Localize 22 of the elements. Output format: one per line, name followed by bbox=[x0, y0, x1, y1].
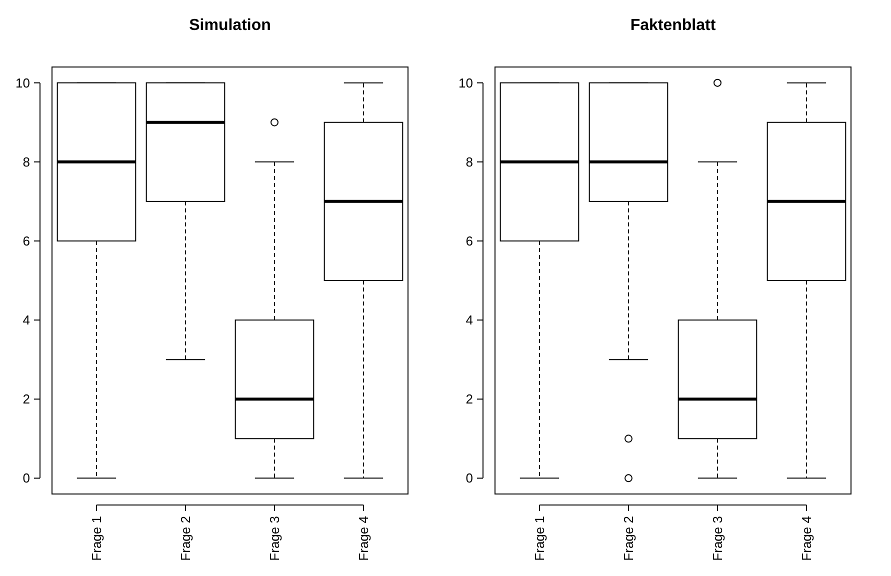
y-tick-label: 0 bbox=[22, 470, 30, 486]
x-tick-label: Frage 4 bbox=[356, 516, 372, 561]
y-tick-label: 8 bbox=[22, 154, 30, 170]
y-tick-label: 4 bbox=[22, 312, 30, 328]
y-tick-label: 2 bbox=[466, 392, 473, 407]
y-tick-label: 8 bbox=[466, 154, 473, 170]
y-tick-label: 2 bbox=[22, 392, 30, 407]
x-tick-label: Frage 3 bbox=[710, 516, 726, 561]
x-tick-label: Frage 3 bbox=[267, 516, 282, 561]
x-tick-label: Frage 1 bbox=[89, 516, 104, 561]
y-tick-label: 0 bbox=[466, 470, 473, 486]
x-tick-label: Frage 2 bbox=[621, 516, 636, 561]
y-tick-label: 4 bbox=[466, 312, 473, 328]
y-tick-label: 10 bbox=[458, 75, 473, 90]
y-tick-label: 6 bbox=[466, 234, 473, 249]
chart-title: Simulation bbox=[189, 17, 271, 34]
x-tick-label: Frage 1 bbox=[532, 516, 548, 561]
y-tick-label: 10 bbox=[16, 75, 30, 90]
x-tick-label: Frage 4 bbox=[799, 516, 814, 561]
y-tick-label: 6 bbox=[22, 234, 30, 249]
x-tick-label: Frage 2 bbox=[178, 516, 194, 561]
chart-title: Faktenblatt bbox=[630, 17, 716, 34]
